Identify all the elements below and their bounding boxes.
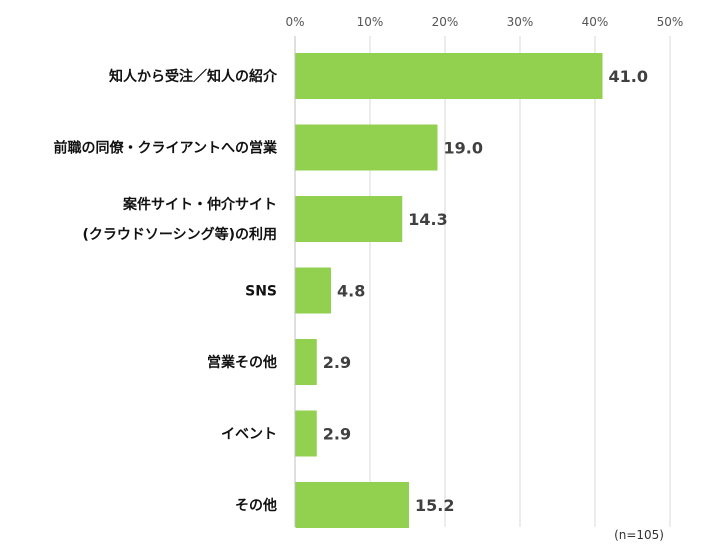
category-label: (クラウドソーシング等)の利用 (82, 226, 277, 243)
bar (295, 339, 317, 385)
sample-size-note: (n=105) (614, 528, 664, 542)
data-label: 41.0 (609, 67, 648, 86)
x-tick-label: 20% (432, 15, 459, 29)
data-label: 19.0 (444, 139, 483, 158)
category-label: その他 (235, 497, 277, 514)
category-label: 知人から受注／知人の紹介 (109, 68, 278, 85)
bar (295, 482, 409, 528)
x-tick-label: 40% (582, 15, 609, 29)
category-label: イベント (221, 427, 277, 443)
x-tick-label: 50% (657, 15, 684, 29)
bar (295, 196, 403, 242)
category-label: 営業その他 (207, 354, 277, 371)
category-label: 案件サイト・仲介サイト (122, 196, 277, 213)
bar (295, 53, 603, 99)
category-label: SNS (245, 284, 277, 300)
bar (295, 267, 331, 314)
bar (295, 410, 317, 457)
data-label: 15.2 (415, 496, 454, 515)
data-label: 2.9 (323, 425, 351, 444)
data-label: 4.8 (337, 282, 365, 301)
data-label: 14.3 (408, 210, 447, 229)
x-tick-label: 10% (357, 15, 384, 29)
x-tick-label: 0% (285, 15, 304, 29)
x-tick-label: 30% (507, 15, 534, 29)
data-label: 2.9 (323, 353, 351, 372)
bar (295, 124, 438, 171)
category-label: 前職の同僚・クライアントへの営業 (54, 140, 278, 157)
